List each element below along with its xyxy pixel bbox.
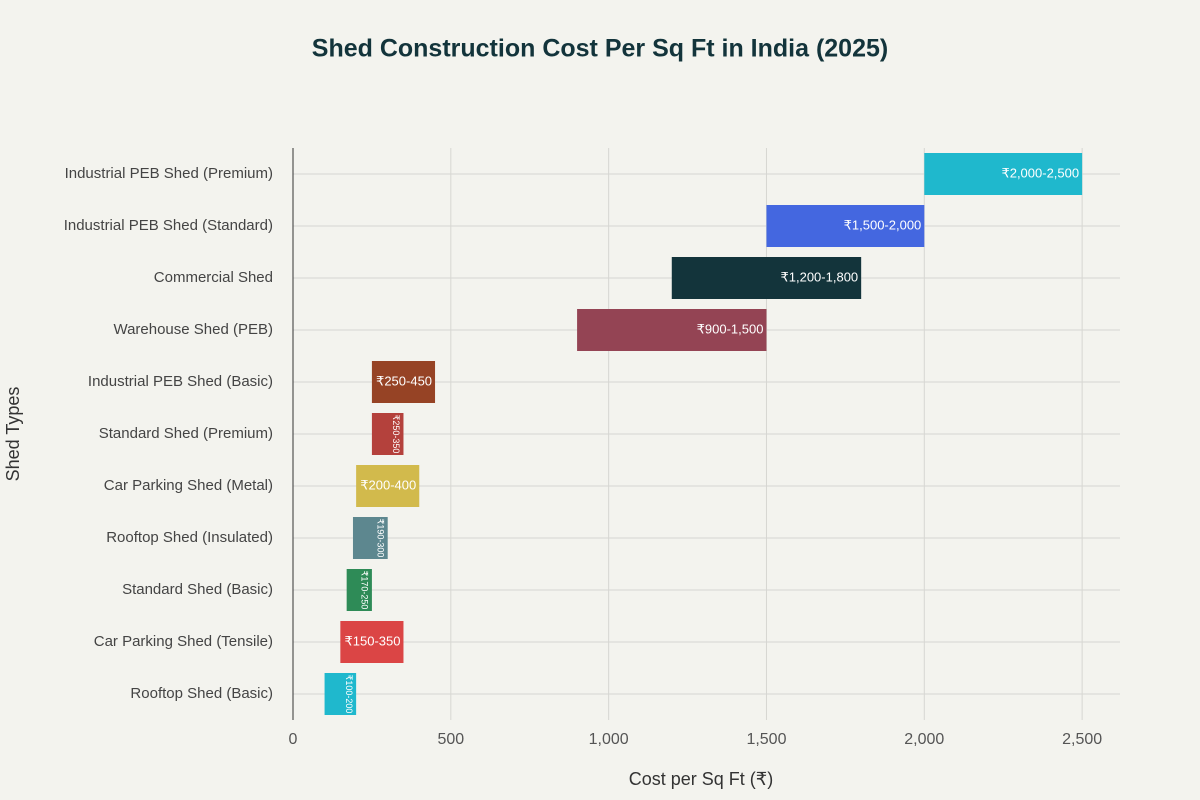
x-tick-label: 2,500: [1062, 731, 1102, 748]
y-tick-label: Rooftop Shed (Basic): [130, 685, 273, 702]
bar-label: ₹1,200-1,800: [780, 269, 858, 284]
bar: [671, 257, 862, 299]
bar-label: ₹1,500-2,000: [844, 217, 922, 232]
bar-label: ₹900-1,500: [697, 321, 764, 336]
bar-label: ₹190-300: [375, 519, 385, 558]
bar-label: ₹250-350: [391, 415, 401, 454]
bar-label: ₹150-350: [344, 633, 400, 648]
y-tick-label: Warehouse Shed (PEB): [113, 321, 273, 338]
bar-label: ₹250-450: [376, 373, 432, 388]
y-tick-label: Car Parking Shed (Tensile): [94, 633, 273, 650]
bar: [766, 205, 925, 247]
chart-title: Shed Construction Cost Per Sq Ft in Indi…: [312, 35, 888, 63]
y-tick-label: Standard Shed (Basic): [122, 581, 273, 598]
bar-label: ₹2,000-2,500: [1001, 165, 1079, 180]
bar-label: ₹200-400: [360, 477, 416, 492]
bar: [324, 673, 357, 715]
y-tick-label: Rooftop Shed (Insulated): [106, 529, 273, 546]
x-tick-label: 2,000: [904, 731, 944, 748]
bar: [356, 465, 420, 507]
x-axis-title: Cost per Sq Ft (₹): [629, 769, 773, 789]
bar: [340, 621, 404, 663]
y-axis-title: Shed Types: [3, 387, 23, 482]
bar: [371, 413, 404, 455]
y-tick-label: Standard Shed (Premium): [99, 425, 273, 442]
x-tick-label: 0: [289, 731, 298, 748]
y-tick-label: Industrial PEB Shed (Standard): [64, 217, 273, 234]
x-tick-label: 1,500: [746, 731, 786, 748]
bar-label: ₹100-200: [344, 675, 354, 714]
bar: [924, 153, 1083, 195]
bar: [371, 361, 436, 403]
bar-label: ₹170-250: [360, 571, 370, 610]
y-tick-label: Industrial PEB Shed (Premium): [65, 165, 273, 182]
y-tick-label: Commercial Shed: [154, 269, 273, 286]
bar: [346, 569, 372, 611]
y-tick-label: Car Parking Shed (Metal): [104, 477, 273, 494]
x-tick-label: 500: [437, 731, 464, 748]
y-tick-label: Industrial PEB Shed (Basic): [88, 373, 273, 390]
x-tick-label: 1,000: [589, 731, 629, 748]
bar: [577, 309, 767, 351]
bar: [352, 517, 388, 559]
